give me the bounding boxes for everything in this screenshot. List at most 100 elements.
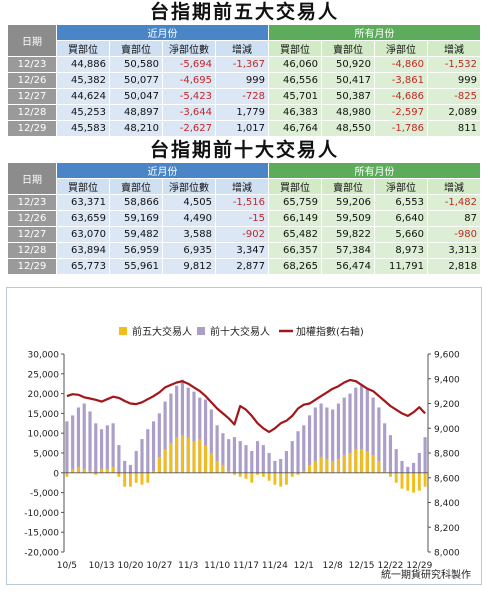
top10-bar xyxy=(134,451,138,473)
top10-bar xyxy=(232,437,237,473)
top5-bar xyxy=(319,456,323,473)
top5-bar xyxy=(71,468,75,473)
top10-bar xyxy=(105,425,109,473)
table-cell: 59,169 xyxy=(109,210,163,227)
table-cell: 6,935 xyxy=(162,242,216,259)
table-cell: 999 xyxy=(427,72,481,89)
table-row: 12/23 63,371 58,866 4,505 -1,516 65,759 59,206… xyxy=(7,194,481,211)
top10-bar xyxy=(383,423,387,473)
y-right-tick-label: 9,600 xyxy=(434,351,460,361)
top5-bar xyxy=(296,472,300,475)
table-cell: 65,773 xyxy=(56,258,110,275)
top5-bar xyxy=(261,472,265,477)
x-tick-label: 10/13 xyxy=(89,561,115,571)
table-cell: -4,695 xyxy=(162,72,216,89)
top5-bar xyxy=(394,472,398,483)
table-cell: 57,384 xyxy=(321,242,375,259)
table-cell: 5,660 xyxy=(374,226,428,243)
y-left-tick-label: -10,000 xyxy=(24,509,59,519)
table-cell: -15 xyxy=(215,210,269,227)
top5-bar xyxy=(100,468,103,473)
top5-bar xyxy=(325,458,329,473)
column-header: 增減 xyxy=(215,40,269,57)
table-cell: 59,509 xyxy=(321,210,375,227)
top5-bar xyxy=(209,453,213,473)
table-cell: 68,265 xyxy=(268,258,322,275)
top5-bar xyxy=(256,472,259,475)
row-date: 12/29 xyxy=(7,258,57,275)
top5-bar xyxy=(111,466,115,473)
row-date: 12/27 xyxy=(7,88,57,105)
table-row: 12/26 63,659 59,169 4,490 -15 66,149 59,509 6,6… xyxy=(7,210,481,227)
top10-bar xyxy=(296,431,300,473)
table-cell: 63,659 xyxy=(56,210,110,227)
table-cell: 1,017 xyxy=(215,120,269,137)
top5-bar xyxy=(65,472,69,477)
top5-bar xyxy=(129,472,132,487)
top5-title: 台指期前五大交易人 xyxy=(149,1,339,23)
top5-bar xyxy=(157,456,161,473)
top10-bar xyxy=(284,451,289,473)
top10-bar xyxy=(209,409,213,473)
top5-bar xyxy=(227,470,231,473)
top5-bar xyxy=(117,472,121,477)
y-right-tick-label: 8,600 xyxy=(434,474,460,484)
top10-bar xyxy=(128,464,133,473)
table-cell: 59,482 xyxy=(109,226,163,243)
top10-bar xyxy=(146,429,150,473)
table-row: 12/26 45,382 50,077 -4,695 999 46,556 50,417 -3… xyxy=(7,72,481,89)
table-cell: 44,624 xyxy=(56,88,110,105)
table-cell: 46,556 xyxy=(268,72,322,89)
table-cell: 46,764 xyxy=(268,120,322,137)
top10-bar xyxy=(65,421,69,473)
top10-bar xyxy=(250,451,254,473)
chart-panel: 前五大交易人 前十大交易人 加權指數(右軸) 30,000 25,000 20,000 15… xyxy=(6,287,482,585)
table-cell: 63,070 xyxy=(56,226,110,243)
top10-bar xyxy=(279,458,283,473)
row-date: 12/27 xyxy=(7,226,57,243)
table-cell: -1,516 xyxy=(215,194,269,211)
top5-bar xyxy=(140,472,144,485)
top5-bar xyxy=(423,472,427,487)
row-date: 12/29 xyxy=(7,120,57,137)
x-tick-label: 11/17 xyxy=(233,561,259,571)
top10-bar xyxy=(123,460,127,473)
top10-bar xyxy=(261,445,265,473)
table-cell: -5,694 xyxy=(162,56,216,73)
top10-bar xyxy=(290,441,294,473)
table-cell: 2,877 xyxy=(215,258,269,275)
top5-bar xyxy=(285,472,288,485)
table-cell: 45,701 xyxy=(268,88,322,105)
column-header: 增減 xyxy=(427,40,481,57)
table-cell: 2,089 xyxy=(427,104,481,121)
top5-bar xyxy=(233,472,236,475)
top5-bar xyxy=(354,449,358,473)
top5-bar xyxy=(406,472,410,491)
top5-bar xyxy=(88,470,92,473)
top10-table: 日期 近月份 所有月份 買部位 賣部位 淨部位數 增減 買部位 賣部位 淨部位 增減 12/2… xyxy=(7,162,481,275)
top5-bar xyxy=(302,470,306,473)
column-header: 賣部位 xyxy=(321,178,375,195)
table-cell: 63,894 xyxy=(56,242,110,259)
table-cell: 55,961 xyxy=(109,258,163,275)
table-cell: 48,210 xyxy=(109,120,163,137)
table-row: 12/27 63,070 59,482 3,588 -902 65,482 59,822 5,… xyxy=(7,226,481,243)
top5-bar xyxy=(331,460,335,473)
y-left-tick-label: -5,000 xyxy=(30,489,59,499)
top10-bar xyxy=(417,453,421,473)
top10-bar xyxy=(82,403,86,473)
x-tick-label: 12/29 xyxy=(406,561,432,571)
top5-bar xyxy=(215,460,219,473)
table-cell: 3,347 xyxy=(215,242,269,259)
top10-bar xyxy=(307,415,312,473)
top10-bar xyxy=(163,401,167,473)
x-tick-label: 10/27 xyxy=(146,561,172,571)
x-tick-label: 12/8 xyxy=(323,561,343,571)
top5-bar xyxy=(313,460,317,473)
table-cell: 46,383 xyxy=(268,104,322,121)
column-header: 增減 xyxy=(215,178,269,195)
top5-bar xyxy=(198,439,202,473)
near-month-header: 近月份 xyxy=(56,24,269,41)
top10-bar xyxy=(76,407,81,473)
y-left-tick-label: 15,000 xyxy=(28,410,60,420)
